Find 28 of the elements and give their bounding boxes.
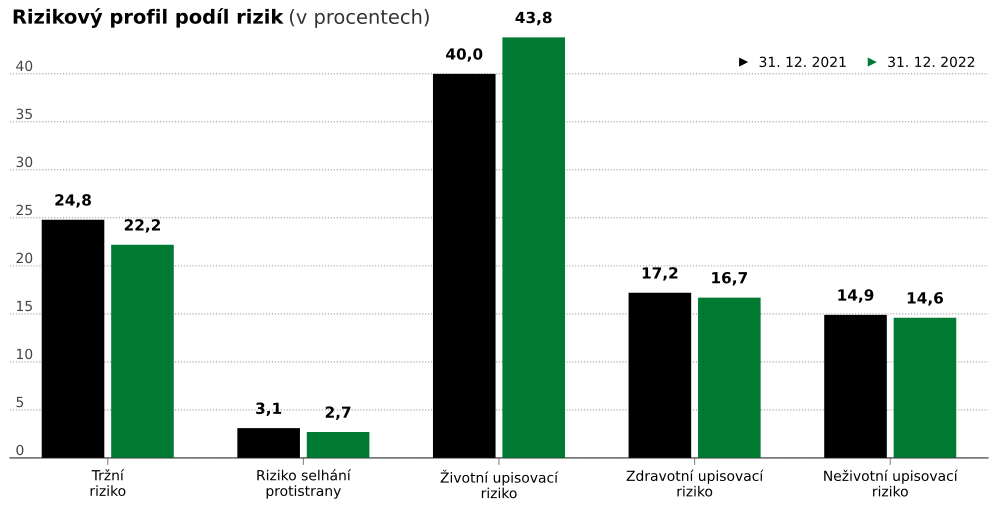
- text: 14,9: [838, 289, 874, 303]
- legend-label: 31. 12. 2021: [760, 56, 846, 68]
- x-tick-label: Zdravotní upisovací riziko: [626, 470, 764, 497]
- chart-title: Rizikový profil podíl rizik: [14, 8, 284, 28]
- text: 22,2: [124, 219, 160, 233]
- text: 43,8: [516, 12, 552, 26]
- text: 24,8: [55, 194, 91, 208]
- text: 16,7: [712, 272, 747, 286]
- text: 3,1: [256, 402, 282, 416]
- y-tick-label: 35: [16, 108, 32, 120]
- y-tick-label: 0: [16, 444, 24, 456]
- y-tick-label: 25: [16, 204, 32, 216]
- text: 14,6: [908, 292, 943, 306]
- x-tick-label: Životní upisovací riziko: [440, 470, 558, 498]
- legend-label: 31. 12. 2022: [888, 56, 974, 68]
- chart-subtitle: (v procentech): [290, 9, 429, 28]
- y-tick-label: 20: [16, 252, 32, 264]
- y-tick-label: 5: [16, 396, 24, 408]
- x-tick-label: Tržní riziko: [90, 469, 126, 496]
- text: 2,7: [326, 406, 350, 420]
- y-tick-label: 30: [16, 156, 32, 168]
- y-tick-label: 40: [16, 60, 32, 72]
- x-tick-label: Riziko selhání protistrany: [257, 469, 352, 499]
- text: 17,2: [642, 267, 678, 281]
- y-tick-label: 15: [17, 300, 32, 312]
- x-tick-label: Neživotní upisovací riziko: [824, 470, 958, 497]
- text: 40,0: [446, 48, 482, 62]
- y-tick-label: 10: [17, 348, 32, 360]
